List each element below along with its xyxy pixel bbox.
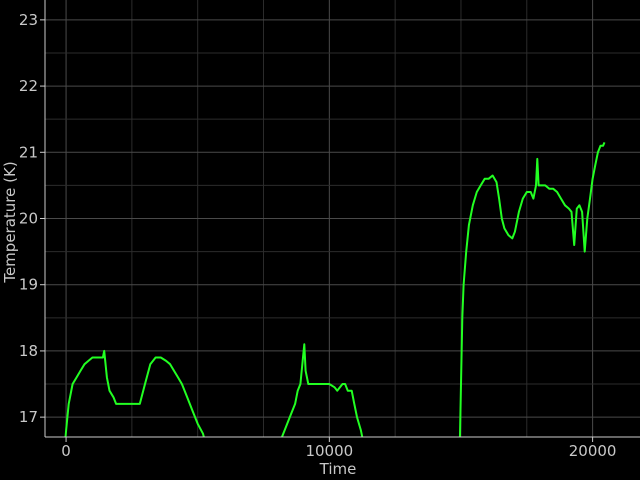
x-tick-label: 10000 [305, 442, 353, 460]
axes [40, 0, 640, 442]
y-tick-label: 17 [19, 408, 38, 426]
x-tick-label: 20000 [569, 442, 617, 460]
y-tick-label: 21 [19, 143, 38, 161]
series-line-segment [64, 349, 205, 437]
y-tick-label: 19 [19, 276, 38, 294]
y-axis-label: Temperature (K) [1, 161, 19, 283]
series-line-segment [458, 142, 606, 437]
series-line-segment [280, 343, 364, 437]
y-tick-label: 22 [19, 77, 38, 95]
x-axis-label: Time [319, 460, 357, 478]
y-tick-label: 20 [19, 210, 38, 228]
y-tick-label: 23 [19, 11, 38, 29]
x-tick-label: 0 [61, 442, 71, 460]
plot-area [64, 142, 606, 437]
y-tick-label: 18 [19, 342, 38, 360]
tick-labels: 0 10000 20000 17 18 19 20 21 22 23 [19, 11, 617, 460]
